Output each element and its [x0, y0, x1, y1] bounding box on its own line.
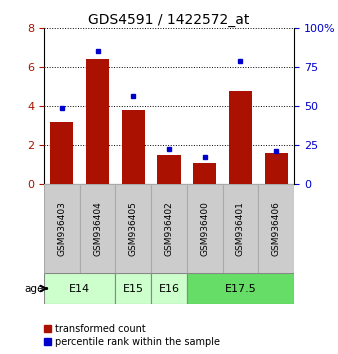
Bar: [158, 155, 180, 184]
Bar: [44, 184, 80, 273]
Bar: [258, 184, 294, 273]
Bar: [80, 184, 115, 273]
Text: age: age: [25, 284, 44, 293]
Text: GSM936403: GSM936403: [57, 201, 66, 256]
Text: GSM936405: GSM936405: [129, 201, 138, 256]
Text: GSM936401: GSM936401: [236, 201, 245, 256]
Text: GSM936400: GSM936400: [200, 201, 209, 256]
Text: GSM936404: GSM936404: [93, 201, 102, 256]
Title: GDS4591 / 1422572_at: GDS4591 / 1422572_at: [88, 13, 250, 27]
Text: GSM936402: GSM936402: [165, 201, 173, 256]
Bar: [115, 273, 151, 304]
Bar: [122, 110, 145, 184]
Text: E15: E15: [123, 284, 144, 293]
Bar: [187, 273, 294, 304]
Bar: [193, 163, 216, 184]
Text: E17.5: E17.5: [224, 284, 256, 293]
Bar: [86, 59, 109, 184]
Text: E14: E14: [69, 284, 90, 293]
Bar: [229, 91, 252, 184]
Legend: transformed count, percentile rank within the sample: transformed count, percentile rank withi…: [42, 322, 222, 349]
Bar: [151, 273, 187, 304]
Bar: [115, 184, 151, 273]
Bar: [187, 184, 223, 273]
Bar: [265, 153, 288, 184]
Bar: [223, 184, 258, 273]
Bar: [50, 122, 73, 184]
Bar: [44, 273, 115, 304]
Text: GSM936406: GSM936406: [272, 201, 281, 256]
Text: E16: E16: [159, 284, 179, 293]
Bar: [151, 184, 187, 273]
